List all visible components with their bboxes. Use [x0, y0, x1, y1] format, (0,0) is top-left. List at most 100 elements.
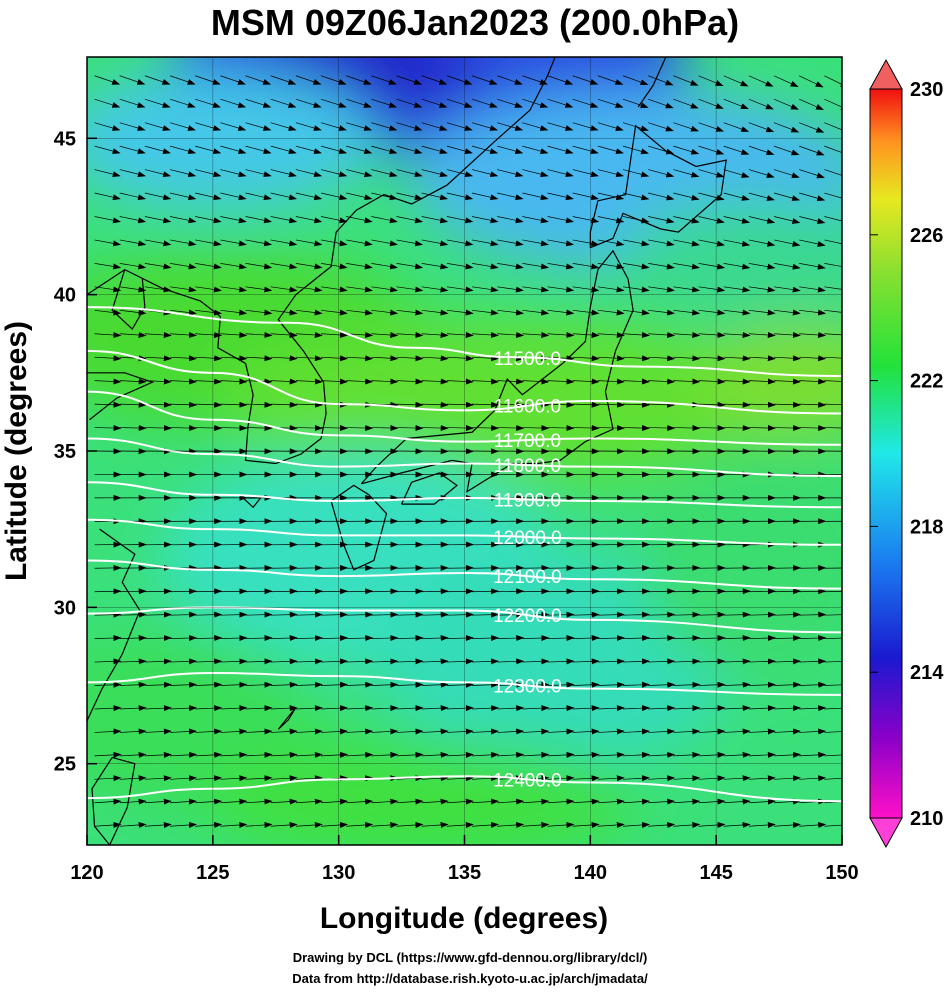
wind-arrow	[472, 588, 500, 595]
x-tick-label: 135	[448, 862, 481, 884]
wind-arrow	[270, 658, 298, 665]
wind-arrow	[648, 75, 674, 86]
wind-arrow	[94, 309, 122, 316]
wind-arrow	[723, 169, 750, 178]
wind-arrow	[396, 635, 424, 642]
wind-arrow	[119, 122, 146, 131]
wind-arrow	[170, 798, 197, 805]
wind-arrow	[572, 286, 600, 293]
wind-arrow	[321, 798, 348, 805]
wind-arrow	[597, 751, 625, 758]
wind-arrow	[119, 98, 146, 108]
wind-arrow	[773, 98, 799, 110]
wind-arrow	[346, 239, 373, 247]
wind-arrow	[773, 169, 800, 179]
wind-arrow	[673, 263, 701, 270]
wind-arrow	[169, 192, 197, 201]
wind-arrow	[597, 658, 625, 665]
coast-sakhalin	[637, 57, 667, 108]
wind-arrow	[698, 98, 724, 109]
wind-arrow	[497, 658, 525, 665]
wind-arrow	[824, 286, 842, 290]
coast-kyushu	[330, 484, 388, 571]
wind-arrow	[774, 798, 801, 805]
wind-arrow	[623, 681, 651, 688]
wind-arrow	[170, 332, 197, 338]
height-contour-line	[87, 775, 842, 803]
wind-arrow	[245, 728, 273, 735]
wind-arrow	[472, 658, 500, 665]
wind-arrow	[648, 98, 674, 109]
wind-arrow	[270, 309, 298, 316]
wind-arrow	[698, 378, 726, 385]
wind-arrow	[774, 588, 802, 595]
wind-arrow	[623, 286, 650, 293]
wind-arrow	[623, 798, 650, 805]
wind-arrow	[321, 286, 348, 293]
wind-arrow	[421, 401, 449, 408]
wind-arrow	[522, 145, 549, 154]
wind-arrow	[522, 122, 549, 131]
wind-arrow	[723, 192, 750, 201]
wind-arrow	[673, 216, 700, 224]
wind-arrow	[597, 425, 625, 432]
wind-arrow	[723, 263, 751, 270]
wind-arrow	[396, 821, 424, 828]
wind-arrow	[547, 401, 575, 408]
wind-arrow	[245, 751, 273, 758]
wind-arrow	[245, 635, 273, 642]
wind-arrow	[195, 355, 223, 362]
wind-arrow	[648, 728, 676, 735]
wind-arrow	[170, 611, 198, 618]
wind-arrow	[648, 635, 676, 642]
wind-arrow	[421, 658, 449, 665]
wind-arrow	[321, 355, 349, 362]
wind-arrow	[774, 309, 801, 316]
wind-arrow	[119, 378, 147, 385]
wind-arrow	[270, 705, 298, 712]
wind-arrow	[648, 821, 676, 828]
wind-arrow	[220, 681, 248, 688]
wind-arrow	[547, 425, 575, 432]
wind-arrow	[824, 309, 842, 313]
wind-arrow	[396, 588, 424, 595]
wind-arrow	[824, 122, 842, 133]
wind-arrow	[597, 263, 625, 270]
wind-arrow	[597, 378, 625, 385]
wind-arrow	[396, 681, 424, 688]
wind-arrow	[497, 286, 524, 293]
wind-arrow	[673, 728, 701, 735]
wind-arrow	[396, 309, 424, 316]
wind-arrow	[421, 216, 449, 224]
wind-arrow	[597, 611, 625, 618]
wind-arrow	[799, 425, 827, 432]
wind-arrow	[371, 239, 398, 247]
y-tick-label: 45	[54, 128, 76, 150]
wind-arrow	[346, 122, 373, 131]
wind-arrow	[170, 658, 198, 665]
wind-arrow	[597, 309, 625, 316]
wind-arrow	[346, 145, 373, 154]
wind-arrow	[623, 751, 651, 758]
wind-arrow	[572, 775, 600, 782]
wind-arrow	[94, 798, 122, 805]
wind-arrow	[572, 705, 600, 712]
wind-arrow	[824, 380, 842, 382]
coast-taiwan	[91, 756, 136, 845]
wind-arrow	[321, 821, 348, 828]
wind-arrow	[245, 425, 273, 432]
wind-arrow	[824, 403, 842, 406]
wind-arrow	[321, 681, 349, 688]
wind-arrow	[94, 332, 122, 338]
wind-arrow	[295, 122, 322, 131]
height-contour-line	[87, 437, 842, 478]
wind-arrow	[774, 355, 802, 362]
wind-arrow	[774, 332, 801, 338]
wind-arrow	[648, 798, 676, 805]
wind-arrow	[144, 378, 172, 385]
wind-arrow	[522, 239, 549, 247]
wind-arrow	[270, 145, 297, 154]
wind-arrow	[421, 705, 449, 712]
wind-arrow	[421, 286, 449, 293]
wind-arrow	[396, 798, 424, 805]
